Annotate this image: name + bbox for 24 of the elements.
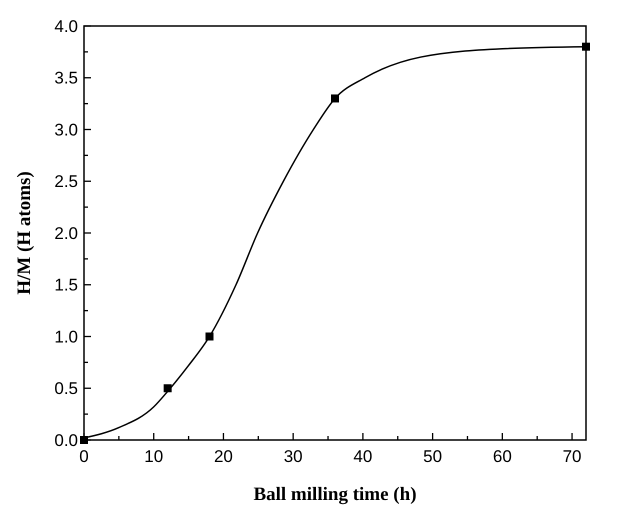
y-tick-label: 1.5 <box>54 276 78 295</box>
y-tick-label: 2.5 <box>54 172 78 192</box>
x-tick-label: 40 <box>353 447 372 466</box>
y-tick-label: 1.0 <box>54 327 78 346</box>
y-tick-label: 0.5 <box>54 379 78 398</box>
y-tick-label: 3.5 <box>54 68 78 88</box>
y-tick-label: 2.0 <box>54 224 78 243</box>
point <box>164 384 172 392</box>
x-tick-label: 70 <box>562 447 582 466</box>
x-tick-label: 10 <box>144 447 164 466</box>
x-axis-title: Ball milling time (h) <box>253 484 417 505</box>
x-tick-label: 50 <box>423 447 442 466</box>
x-tick-label: 30 <box>284 447 303 466</box>
y-axis-title: H/M (H atoms) <box>14 171 35 295</box>
y-tick-label: 0.0 <box>54 430 78 450</box>
point <box>206 332 214 340</box>
point <box>582 42 590 51</box>
x-tick-label: 20 <box>214 447 233 466</box>
point <box>80 436 88 444</box>
y-tick-label: 3.0 <box>54 120 78 140</box>
y-tick-label: 4.0 <box>54 16 78 36</box>
point <box>331 94 339 102</box>
x-tick-label: 60 <box>492 447 512 466</box>
x-tick-label: 0 <box>79 447 89 466</box>
